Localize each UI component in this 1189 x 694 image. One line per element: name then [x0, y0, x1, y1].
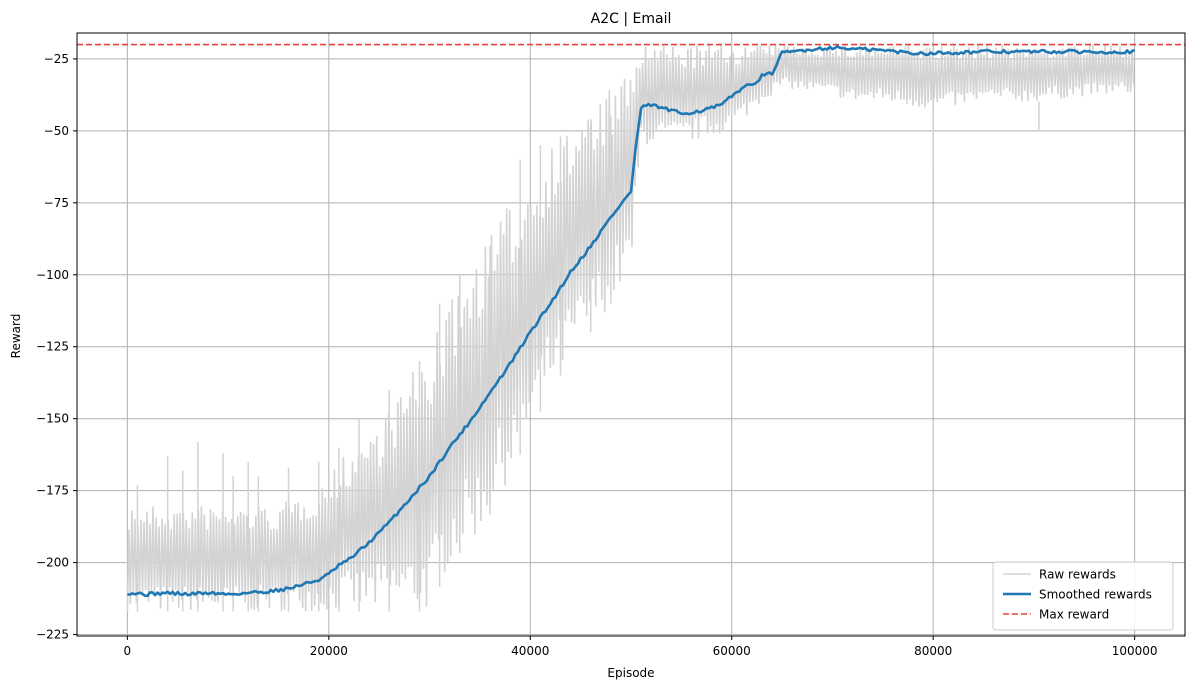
y-tick-label: −225 — [36, 628, 69, 642]
y-tick-label: −100 — [36, 268, 69, 282]
chart-title: A2C | Email — [591, 11, 672, 27]
x-tick-label: 80000 — [914, 644, 952, 658]
y-tick-label: −175 — [36, 484, 69, 498]
x-tick-label: 20000 — [310, 644, 348, 658]
raw-rewards-layer — [126, 44, 1135, 612]
x-tick-label: 60000 — [713, 644, 751, 658]
tick-layer: 0 20000 40000 60000 80000 100000 −225 −200 −175 −… — [36, 52, 1158, 658]
legend-raw-rewards-label: Raw rewards — [1039, 568, 1116, 582]
y-tick-label: −75 — [44, 196, 69, 210]
y-tick-label: −150 — [36, 412, 69, 426]
y-axis-label: Reward — [9, 314, 23, 359]
x-tick-label: 40000 — [511, 644, 549, 658]
y-tick-label: −125 — [36, 340, 69, 354]
smoothed-rewards-layer — [127, 44, 1136, 598]
y-tick-label: −50 — [44, 124, 69, 138]
x-axis-label: Episode — [607, 666, 654, 680]
legend-max-reward-label: Max reward — [1039, 608, 1109, 622]
legend-smoothed-rewards-label: Smoothed rewards — [1039, 588, 1152, 602]
y-tick-label: −25 — [44, 52, 69, 66]
legend-box — [992, 561, 1174, 631]
x-tick-label: 100000 — [1112, 644, 1158, 658]
y-tick-label: −200 — [36, 556, 69, 570]
plot-frame — [76, 32, 1186, 637]
smoothed-rewards-line — [127, 44, 1136, 598]
x-tick-label: 0 — [124, 644, 132, 658]
legend: Raw rewards Smoothed rewards Max reward — [992, 561, 1174, 631]
